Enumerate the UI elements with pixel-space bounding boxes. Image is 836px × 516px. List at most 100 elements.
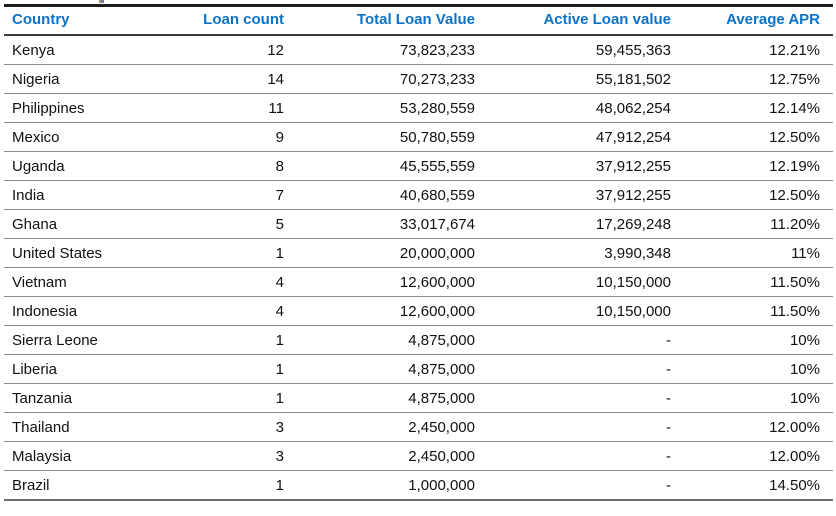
cell-average-apr: 11.50% — [676, 267, 833, 297]
table-header-row: Country Loan count Total Loan Value Active … — [4, 5, 833, 36]
cell-country: Uganda — [4, 151, 184, 181]
cell-average-apr: 12.50% — [676, 180, 833, 210]
cell-country: United States — [4, 238, 184, 268]
cell-active-loan-value: 17,269,248 — [479, 209, 676, 239]
table-row: Indonesia 4 12,600,000 10,150,000 11.50% — [4, 296, 833, 326]
cell-total-loan-value: 45,555,559 — [288, 151, 479, 181]
cell-loan-count: 4 — [184, 296, 288, 326]
cell-country: Indonesia — [4, 296, 184, 326]
cell-average-apr: 10% — [676, 354, 833, 384]
cell-active-loan-value: 10,150,000 — [479, 267, 676, 297]
cell-total-loan-value: 12,600,000 — [288, 296, 479, 326]
cell-average-apr: 11.50% — [676, 296, 833, 326]
cell-loan-count: 14 — [184, 64, 288, 94]
cell-active-loan-value: 3,990,348 — [479, 238, 676, 268]
cell-country: India — [4, 180, 184, 210]
table-row: Brazil 1 1,000,000-14.50% — [4, 470, 833, 501]
table-row: Mexico 9 50,780,559 47,912,254 12.50% — [4, 122, 833, 152]
table-row: Vietnam 4 12,600,000 10,150,000 11.50% — [4, 267, 833, 297]
cell-active-loan-value: 59,455,363 — [479, 35, 676, 65]
cell-active-loan-value: - — [479, 470, 676, 501]
cell-country: Philippines — [4, 93, 184, 123]
cell-average-apr: 12.14% — [676, 93, 833, 123]
cell-loan-count: 1 — [184, 354, 288, 384]
cell-total-loan-value: 4,875,000 — [288, 325, 479, 355]
table-row: India 7 40,680,559 37,912,255 12.50% — [4, 180, 833, 210]
cell-active-loan-value: - — [479, 354, 676, 384]
cell-total-loan-value: 70,273,233 — [288, 64, 479, 94]
cell-average-apr: 11.20% — [676, 209, 833, 239]
loan-table-container: Country Loan count Total Loan Value Active … — [4, 4, 833, 501]
cropped-title-remnant — [99, 0, 104, 3]
cell-total-loan-value: 40,680,559 — [288, 180, 479, 210]
cell-total-loan-value: 1,000,000 — [288, 470, 479, 501]
cell-loan-count: 9 — [184, 122, 288, 152]
cell-loan-count: 12 — [184, 35, 288, 65]
cell-total-loan-value: 4,875,000 — [288, 354, 479, 384]
cell-active-loan-value: - — [479, 383, 676, 413]
cell-total-loan-value: 33,017,674 — [288, 209, 479, 239]
cell-loan-count: 1 — [184, 238, 288, 268]
table-row: Philippines 11 53,280,559 48,062,254 12.14% — [4, 93, 833, 123]
table-row: Liberia 1 4,875,000-10% — [4, 354, 833, 384]
cell-total-loan-value: 2,450,000 — [288, 412, 479, 442]
cell-active-loan-value: - — [479, 325, 676, 355]
column-header-active-loan-value: Active Loan value — [479, 5, 676, 36]
cell-loan-count: 7 — [184, 180, 288, 210]
cell-average-apr: 12.19% — [676, 151, 833, 181]
cell-total-loan-value: 53,280,559 — [288, 93, 479, 123]
cell-total-loan-value: 2,450,000 — [288, 441, 479, 471]
cell-active-loan-value: 47,912,254 — [479, 122, 676, 152]
cell-country: Tanzania — [4, 383, 184, 413]
cell-loan-count: 1 — [184, 325, 288, 355]
cell-country: Liberia — [4, 354, 184, 384]
cell-loan-count: 5 — [184, 209, 288, 239]
cell-loan-count: 3 — [184, 441, 288, 471]
table-row: Ghana 5 33,017,674 17,269,248 11.20% — [4, 209, 833, 239]
loan-summary-table: Country Loan count Total Loan Value Active … — [4, 4, 833, 501]
cell-average-apr: 10% — [676, 383, 833, 413]
cell-loan-count: 3 — [184, 412, 288, 442]
cell-country: Sierra Leone — [4, 325, 184, 355]
cell-loan-count: 1 — [184, 470, 288, 501]
cell-average-apr: 12.00% — [676, 412, 833, 442]
cell-country: Kenya — [4, 35, 184, 65]
column-header-country: Country — [4, 5, 184, 36]
cell-country: Nigeria — [4, 64, 184, 94]
cell-total-loan-value: 12,600,000 — [288, 267, 479, 297]
cell-average-apr: 14.50% — [676, 470, 833, 501]
table-row: Thailand 3 2,450,000-12.00% — [4, 412, 833, 442]
cell-average-apr: 12.50% — [676, 122, 833, 152]
cell-active-loan-value: - — [479, 441, 676, 471]
cell-country: Ghana — [4, 209, 184, 239]
cell-loan-count: 8 — [184, 151, 288, 181]
cell-average-apr: 12.00% — [676, 441, 833, 471]
cell-average-apr: 10% — [676, 325, 833, 355]
cell-total-loan-value: 4,875,000 — [288, 383, 479, 413]
cell-total-loan-value: 50,780,559 — [288, 122, 479, 152]
cell-loan-count: 11 — [184, 93, 288, 123]
table-row: Sierra Leone 1 4,875,000-10% — [4, 325, 833, 355]
table-row: United States 1 20,000,000 3,990,348 11% — [4, 238, 833, 268]
cell-active-loan-value: - — [479, 412, 676, 442]
table-body: Kenya 12 73,823,233 59,455,363 12.21% Nigeria… — [4, 35, 833, 501]
table-row: Nigeria 14 70,273,233 55,181,502 12.75% — [4, 64, 833, 94]
header-row: Country Loan count Total Loan Value Active … — [4, 5, 833, 36]
cell-country: Malaysia — [4, 441, 184, 471]
cell-loan-count: 1 — [184, 383, 288, 413]
table-row: Tanzania 1 4,875,000-10% — [4, 383, 833, 413]
cell-average-apr: 12.75% — [676, 64, 833, 94]
cell-total-loan-value: 73,823,233 — [288, 35, 479, 65]
cell-active-loan-value: 37,912,255 — [479, 151, 676, 181]
column-header-total-loan-value: Total Loan Value — [288, 5, 479, 36]
cell-average-apr: 11% — [676, 238, 833, 268]
column-header-loan-count: Loan count — [184, 5, 288, 36]
cell-country: Vietnam — [4, 267, 184, 297]
column-header-average-apr: Average APR — [676, 5, 833, 36]
cell-country: Brazil — [4, 470, 184, 501]
cell-total-loan-value: 20,000,000 — [288, 238, 479, 268]
cell-active-loan-value: 10,150,000 — [479, 296, 676, 326]
cell-country: Mexico — [4, 122, 184, 152]
cell-active-loan-value: 37,912,255 — [479, 180, 676, 210]
table-row: Uganda 8 45,555,559 37,912,255 12.19% — [4, 151, 833, 181]
